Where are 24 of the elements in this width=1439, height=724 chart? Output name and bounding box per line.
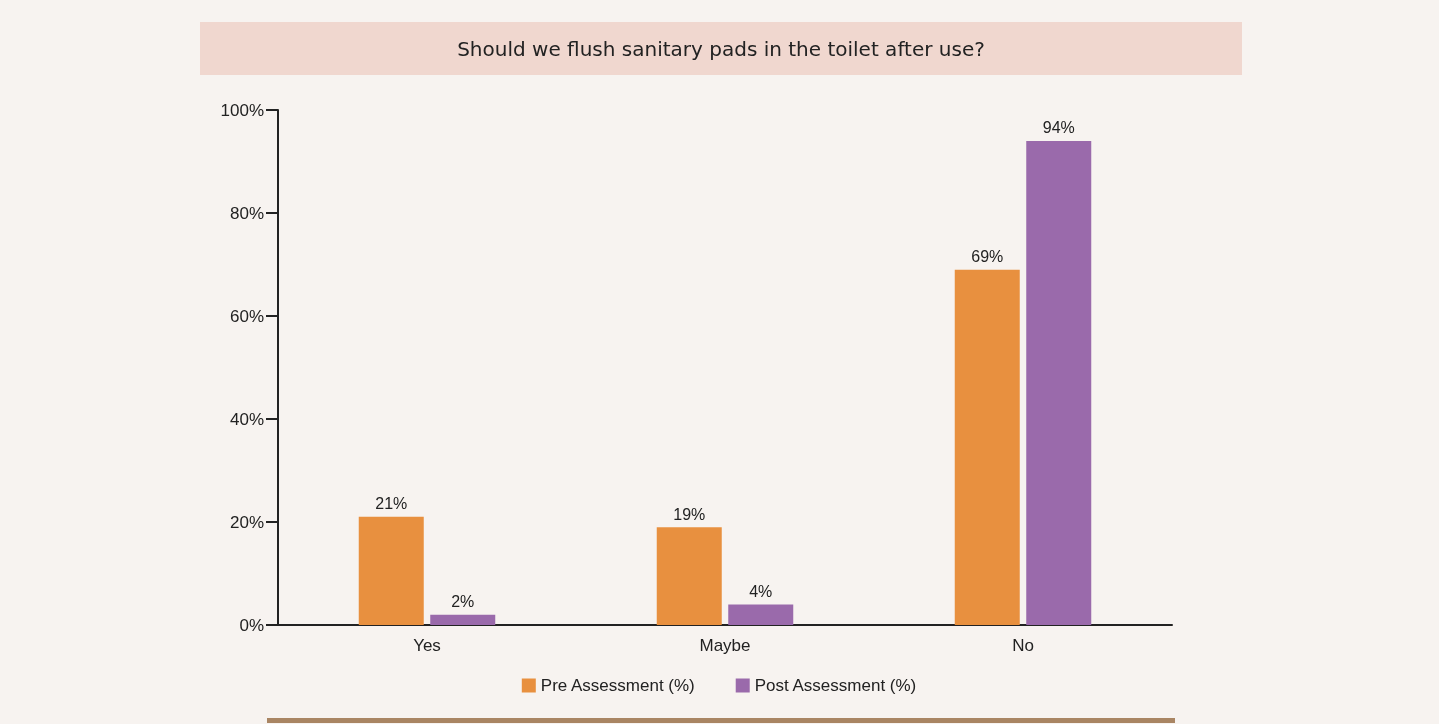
bar (1026, 140, 1092, 625)
bar (954, 269, 1020, 625)
data-label: 2% (451, 593, 475, 611)
data-label: 21% (375, 495, 408, 513)
legend-label: Pre Assessment (%) (540, 676, 695, 695)
bar (358, 516, 424, 625)
y-tick-label: 60% (229, 306, 264, 326)
data-label: 19% (673, 505, 706, 523)
data-label: 69% (971, 248, 1004, 266)
chart-title: Should we flush sanitary pads in the toilet after use? (200, 22, 1242, 75)
y-tick-label: 100% (220, 100, 264, 120)
x-tick-label: No (1012, 636, 1034, 655)
bar (728, 604, 794, 625)
legend-label: Post Assessment (%) (754, 676, 917, 695)
x-tick-label: Yes (413, 636, 441, 655)
data-label: 4% (749, 582, 773, 600)
y-tick-label: 40% (229, 409, 264, 429)
y-tick-label: 80% (229, 203, 264, 223)
data-label: 94% (1042, 119, 1075, 137)
bar (430, 614, 496, 625)
y-tick-label: 20% (229, 512, 264, 532)
bar (656, 527, 722, 625)
x-tick-label: Maybe (699, 636, 751, 655)
y-tick-label: 0% (239, 615, 264, 635)
